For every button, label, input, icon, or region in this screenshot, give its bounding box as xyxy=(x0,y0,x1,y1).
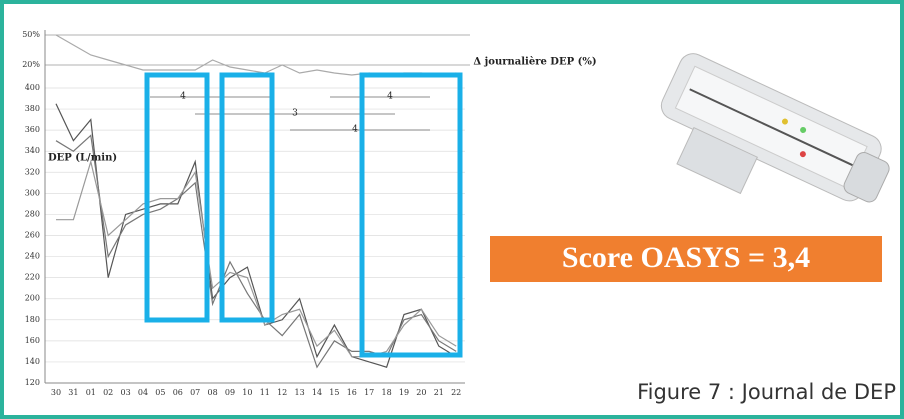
x-tick-label: 02 xyxy=(103,388,113,397)
y-axis-label: DEP (L/min) xyxy=(48,153,117,164)
x-tick-label: 10 xyxy=(242,388,252,397)
y-tick-label: 260 xyxy=(25,231,40,240)
x-tick-label: 17 xyxy=(364,388,374,397)
y-tick-label: 240 xyxy=(25,252,40,261)
caption: Figure 7 : Journal de DEP xyxy=(637,380,896,404)
x-tick-label: 30 xyxy=(51,388,61,397)
y-tick-label: 300 xyxy=(25,188,40,197)
figure: 1201401601802002202402602803003203403603… xyxy=(0,0,904,419)
annotation: 3 xyxy=(292,109,298,119)
annotation: 4 xyxy=(352,125,358,135)
x-tick-label: 16 xyxy=(347,388,357,397)
y-tick-label: 280 xyxy=(25,209,40,218)
y-tick-label: 320 xyxy=(25,167,40,176)
y-tick-label: 180 xyxy=(25,315,40,324)
y-tick-label: 20% xyxy=(22,60,40,69)
y-tick-label: 360 xyxy=(25,125,40,134)
x-tick-label: 05 xyxy=(155,388,165,397)
x-tick-label: 12 xyxy=(277,388,287,397)
annotation: 4 xyxy=(180,92,186,102)
x-tick-label: 20 xyxy=(416,388,426,397)
x-tick-label: 15 xyxy=(329,388,339,397)
y-tick-label: 400 xyxy=(25,83,40,92)
x-tick-label: 14 xyxy=(312,388,322,397)
x-tick-label: 01 xyxy=(86,388,96,397)
x-tick-label: 03 xyxy=(121,388,131,397)
y-tick-label: 200 xyxy=(25,294,40,303)
x-tick-label: 22 xyxy=(451,388,461,397)
x-tick-label: 11 xyxy=(260,388,270,397)
score: Score OASYS = 3,4 xyxy=(562,241,810,274)
y-tick-label: 220 xyxy=(25,273,40,282)
y-tick-label: 340 xyxy=(25,146,40,155)
y-tick-label: 120 xyxy=(25,378,40,387)
x-tick-label: 08 xyxy=(208,388,218,397)
x-tick-label: 06 xyxy=(173,388,183,397)
x-tick-label: 09 xyxy=(225,388,235,397)
page: {"chart_data": [ {"type": "line", "y_lab… xyxy=(0,0,904,419)
x-tick-label: 21 xyxy=(434,388,444,397)
x-tick-label: 13 xyxy=(295,388,305,397)
x-tick-label: 31 xyxy=(68,388,78,397)
x-tick-label: 19 xyxy=(399,388,409,397)
y-tick-label: 50% xyxy=(22,30,40,39)
y-axis-label: Δ journalière DEP (%) xyxy=(473,57,596,68)
annotation: 4 xyxy=(387,92,393,102)
x-tick-label: 07 xyxy=(190,388,200,397)
y-tick-label: 380 xyxy=(25,104,40,113)
x-tick-label: 18 xyxy=(382,388,392,397)
x-tick-label: 04 xyxy=(138,388,148,397)
y-tick-label: 160 xyxy=(25,336,40,345)
y-tick-label: 140 xyxy=(25,357,40,366)
